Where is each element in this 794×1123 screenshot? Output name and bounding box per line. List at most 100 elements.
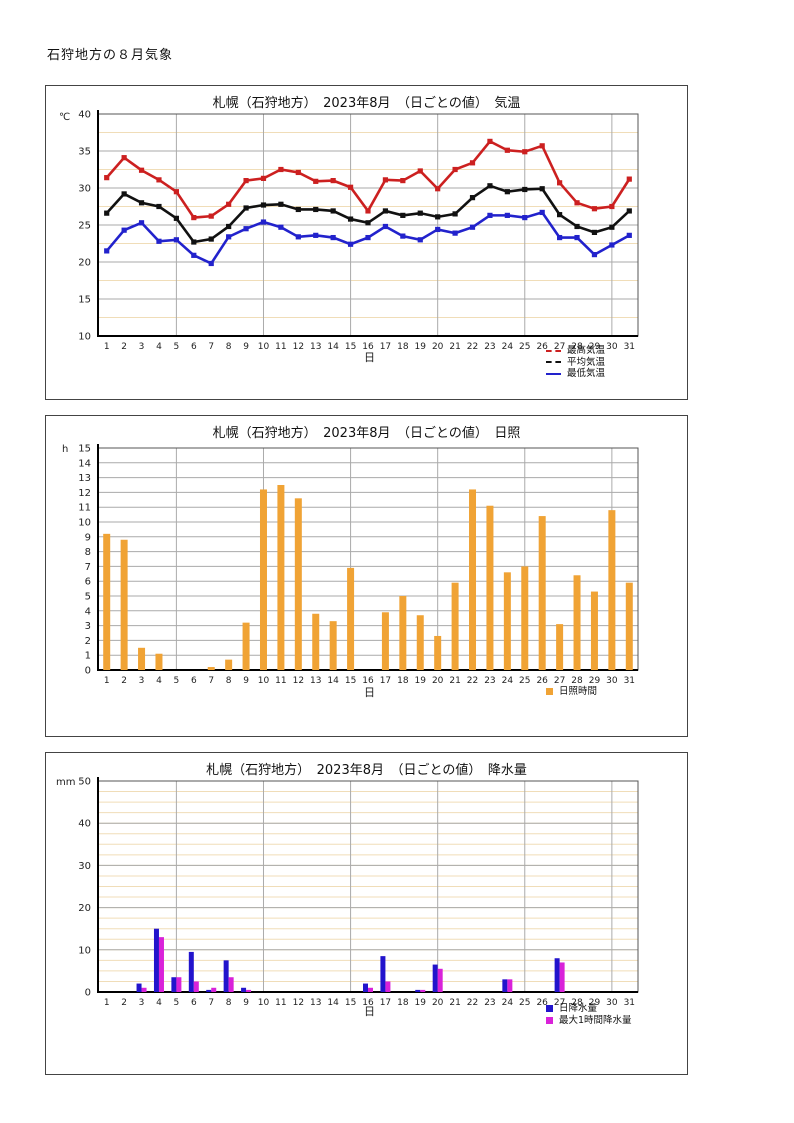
svg-text:15: 15	[345, 676, 356, 686]
svg-text:3: 3	[85, 621, 91, 632]
svg-text:29: 29	[589, 998, 601, 1008]
svg-text:5: 5	[174, 998, 180, 1008]
legend-item-max-hourly-precip: 最大1時間降水量	[546, 1015, 632, 1027]
legend-item-max-temp: 最高気温	[546, 345, 605, 357]
precipitation-chart-panel: 札幌（石狩地方） 2023年8月 （日ごとの値） 降水量 mm 0 10 20 30 4…	[45, 752, 688, 1075]
svg-text:11: 11	[78, 503, 91, 514]
svg-text:18: 18	[397, 342, 409, 352]
sunshine-xaxis-label: 日	[364, 686, 375, 699]
svg-text:8: 8	[226, 676, 232, 686]
svg-text:8: 8	[226, 998, 232, 1008]
svg-text:16: 16	[362, 342, 374, 352]
svg-text:22: 22	[467, 676, 478, 686]
sunshine-unit-label: h	[62, 444, 69, 455]
svg-text:5: 5	[174, 676, 180, 686]
svg-text:23: 23	[484, 998, 495, 1008]
page-title: 石狩地方の８月気象	[47, 48, 174, 63]
svg-text:24: 24	[502, 676, 514, 686]
svg-text:12: 12	[293, 998, 304, 1008]
sunshine-legend: 日照時間	[546, 686, 597, 698]
min-temp-line-marker	[546, 372, 561, 375]
svg-text:13: 13	[310, 676, 321, 686]
svg-text:7: 7	[208, 342, 214, 352]
svg-text:29: 29	[589, 342, 601, 352]
svg-text:7: 7	[208, 998, 214, 1008]
svg-text:3: 3	[139, 998, 145, 1008]
svg-text:23: 23	[484, 342, 495, 352]
svg-text:5: 5	[174, 342, 180, 352]
svg-text:25: 25	[519, 998, 530, 1008]
svg-text:20: 20	[78, 903, 91, 914]
sunshine-chart-title: 札幌（石狩地方） 2023年8月 （日ごとの値） 日照	[212, 426, 521, 441]
svg-text:17: 17	[380, 342, 391, 352]
svg-text:19: 19	[415, 342, 427, 352]
svg-text:16: 16	[362, 676, 374, 686]
svg-text:24: 24	[502, 998, 514, 1008]
svg-text:14: 14	[327, 676, 339, 686]
svg-text:26: 26	[536, 676, 548, 686]
svg-text:9: 9	[243, 676, 249, 686]
svg-text:21: 21	[449, 998, 460, 1008]
svg-text:29: 29	[589, 676, 601, 686]
svg-text:30: 30	[606, 342, 618, 352]
svg-text:10: 10	[78, 945, 91, 956]
svg-text:2: 2	[121, 998, 127, 1008]
svg-text:31: 31	[624, 342, 635, 352]
svg-text:24: 24	[502, 342, 514, 352]
svg-text:2: 2	[85, 636, 91, 647]
svg-text:18: 18	[397, 676, 409, 686]
svg-text:12: 12	[78, 488, 91, 499]
svg-text:28: 28	[571, 998, 583, 1008]
svg-text:27: 27	[554, 998, 565, 1008]
svg-text:18: 18	[397, 998, 409, 1008]
svg-text:27: 27	[554, 342, 565, 352]
svg-text:30: 30	[606, 998, 618, 1008]
temperature-chart-panel: 札幌（石狩地方） 2023年8月 （日ごとの値） 気温 ℃ 10 15 20 25 30…	[45, 85, 688, 400]
svg-text:15: 15	[78, 295, 91, 306]
svg-text:3: 3	[139, 676, 145, 686]
legend-item-daily-precip: 日降水量	[546, 1003, 632, 1015]
svg-text:13: 13	[78, 473, 91, 484]
svg-text:25: 25	[519, 676, 530, 686]
legend-label: 平均気温	[567, 356, 606, 368]
svg-text:7: 7	[208, 676, 214, 686]
svg-text:10: 10	[258, 342, 270, 352]
svg-text:31: 31	[624, 676, 635, 686]
svg-text:22: 22	[467, 342, 478, 352]
svg-text:13: 13	[310, 342, 321, 352]
svg-text:17: 17	[380, 676, 391, 686]
svg-text:11: 11	[275, 342, 286, 352]
svg-text:4: 4	[156, 342, 162, 352]
svg-text:11: 11	[275, 998, 286, 1008]
svg-text:20: 20	[432, 342, 444, 352]
svg-text:1: 1	[104, 342, 110, 352]
svg-text:31: 31	[624, 998, 635, 1008]
svg-text:19: 19	[415, 998, 427, 1008]
svg-text:40: 40	[78, 819, 91, 830]
max-temp-line-marker	[546, 349, 561, 352]
svg-text:12: 12	[293, 342, 304, 352]
temperature-unit-label: ℃	[59, 112, 71, 123]
svg-text:30: 30	[78, 861, 91, 872]
legend-label: 最高気温	[567, 345, 606, 356]
temperature-xaxis-label: 日	[364, 351, 375, 364]
precipitation-chart-title: 札幌（石狩地方） 2023年8月 （日ごとの値） 降水量	[206, 763, 527, 778]
svg-text:1: 1	[104, 676, 110, 686]
svg-text:21: 21	[449, 676, 460, 686]
svg-text:2: 2	[121, 676, 127, 686]
svg-text:26: 26	[536, 342, 548, 352]
svg-text:10: 10	[78, 332, 91, 343]
svg-text:25: 25	[519, 342, 530, 352]
svg-text:10: 10	[258, 676, 270, 686]
svg-text:4: 4	[156, 998, 162, 1008]
svg-text:50: 50	[78, 777, 91, 788]
svg-text:23: 23	[484, 676, 495, 686]
svg-text:17: 17	[380, 998, 391, 1008]
max-hourly-precip-square-marker	[546, 1016, 553, 1024]
svg-text:3: 3	[139, 342, 145, 352]
svg-text:1: 1	[85, 651, 91, 662]
